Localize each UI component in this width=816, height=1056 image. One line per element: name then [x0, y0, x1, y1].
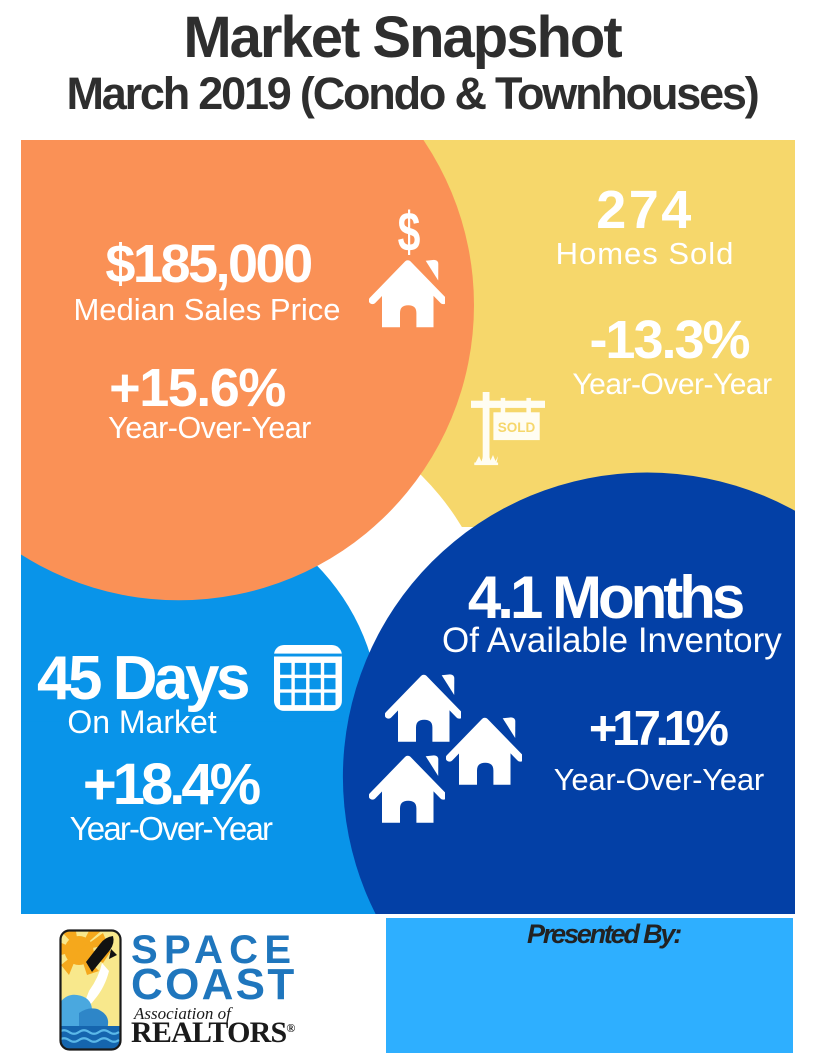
- svg-text:SOLD: SOLD: [498, 420, 536, 435]
